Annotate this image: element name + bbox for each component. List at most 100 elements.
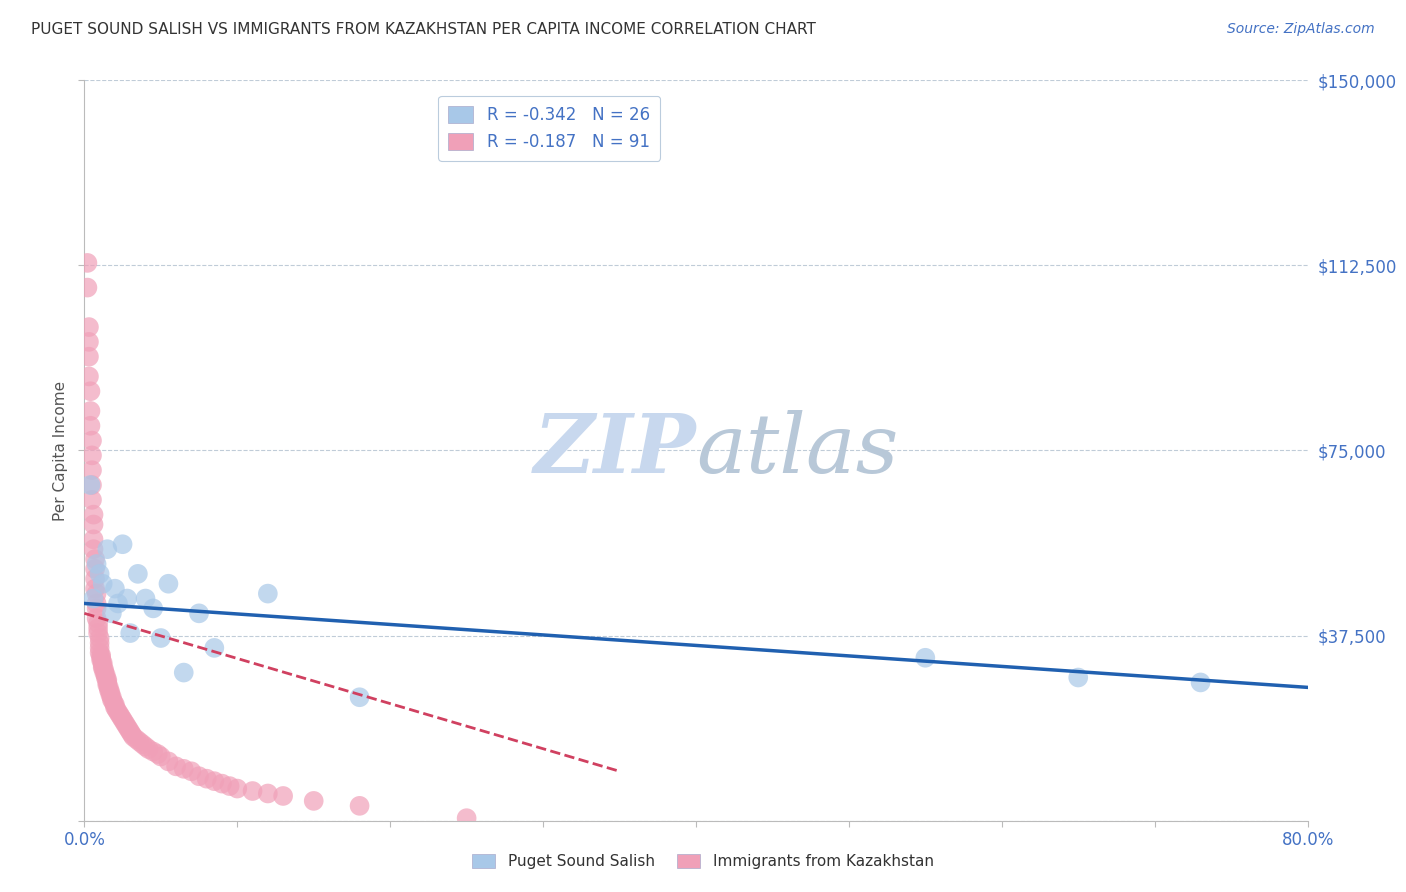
Point — [173, 762, 195, 776]
Point — [173, 665, 195, 680]
Y-axis label: Per Capita Income: Per Capita Income — [52, 380, 67, 521]
Point — [218, 779, 240, 793]
Legend: R = -0.342   N = 26, R = -0.187   N = 91: R = -0.342 N = 26, R = -0.187 N = 91 — [439, 96, 659, 161]
Point — [98, 688, 121, 702]
Point — [349, 690, 371, 705]
Point — [86, 586, 108, 600]
Point — [101, 607, 124, 621]
Point — [211, 776, 233, 791]
Point — [110, 710, 132, 724]
Point — [135, 739, 157, 754]
Point — [96, 542, 118, 557]
Point — [77, 334, 100, 349]
Point — [157, 576, 180, 591]
Point — [257, 787, 280, 801]
Point — [149, 749, 172, 764]
Point — [149, 631, 172, 645]
Point — [108, 707, 131, 722]
Point — [112, 714, 135, 729]
Point — [104, 582, 127, 596]
Point — [84, 562, 107, 576]
Point — [1067, 671, 1090, 685]
Point — [142, 745, 165, 759]
Text: atlas: atlas — [696, 410, 898, 491]
Point — [180, 764, 202, 779]
Point — [202, 640, 225, 655]
Point — [91, 660, 114, 674]
Point — [122, 730, 145, 744]
Point — [138, 742, 160, 756]
Point — [202, 774, 225, 789]
Point — [86, 597, 108, 611]
Point — [76, 256, 98, 270]
Point — [118, 723, 141, 737]
Point — [91, 658, 114, 673]
Point — [83, 542, 105, 557]
Point — [83, 533, 105, 547]
Point — [125, 732, 148, 747]
Point — [349, 798, 371, 813]
Point — [914, 650, 936, 665]
Text: Source: ZipAtlas.com: Source: ZipAtlas.com — [1227, 22, 1375, 37]
Point — [80, 463, 103, 477]
Point — [93, 663, 115, 677]
Point — [87, 616, 110, 631]
Point — [83, 591, 105, 606]
Point — [302, 794, 325, 808]
Point — [87, 626, 110, 640]
Point — [107, 705, 129, 719]
Point — [103, 695, 125, 709]
Point — [195, 772, 218, 786]
Point — [188, 769, 211, 783]
Point — [80, 434, 103, 448]
Point — [84, 572, 107, 586]
Point — [79, 404, 101, 418]
Point — [271, 789, 294, 803]
Point — [83, 517, 105, 532]
Point — [257, 586, 280, 600]
Point — [107, 597, 129, 611]
Point — [89, 566, 111, 581]
Point — [456, 811, 478, 825]
Point — [128, 734, 150, 748]
Point — [89, 640, 111, 655]
Point — [86, 557, 108, 571]
Point — [98, 685, 121, 699]
Point — [101, 690, 124, 705]
Point — [94, 671, 117, 685]
Point — [96, 673, 118, 687]
Point — [97, 681, 120, 695]
Point — [79, 478, 101, 492]
Point — [80, 449, 103, 463]
Point — [79, 418, 101, 433]
Point — [157, 755, 180, 769]
Point — [111, 537, 134, 551]
Point — [1189, 675, 1212, 690]
Point — [242, 784, 264, 798]
Point — [146, 747, 169, 761]
Point — [96, 678, 118, 692]
Point — [77, 320, 100, 334]
Point — [97, 682, 120, 697]
Point — [135, 591, 157, 606]
Point — [90, 653, 112, 667]
Point — [127, 566, 149, 581]
Point — [96, 675, 118, 690]
Point — [76, 280, 98, 294]
Point — [77, 369, 100, 384]
Text: ZIP: ZIP — [533, 410, 696, 491]
Point — [89, 636, 111, 650]
Point — [90, 648, 112, 663]
Point — [104, 700, 127, 714]
Point — [105, 703, 128, 717]
Point — [165, 759, 187, 773]
Point — [86, 611, 108, 625]
Legend: Puget Sound Salish, Immigrants from Kazakhstan: Puget Sound Salish, Immigrants from Kaza… — [467, 848, 939, 875]
Point — [86, 601, 108, 615]
Point — [84, 552, 107, 566]
Point — [94, 668, 117, 682]
Text: PUGET SOUND SALISH VS IMMIGRANTS FROM KAZAKHSTAN PER CAPITA INCOME CORRELATION C: PUGET SOUND SALISH VS IMMIGRANTS FROM KA… — [31, 22, 815, 37]
Point — [91, 576, 114, 591]
Point — [89, 646, 111, 660]
Point — [142, 601, 165, 615]
